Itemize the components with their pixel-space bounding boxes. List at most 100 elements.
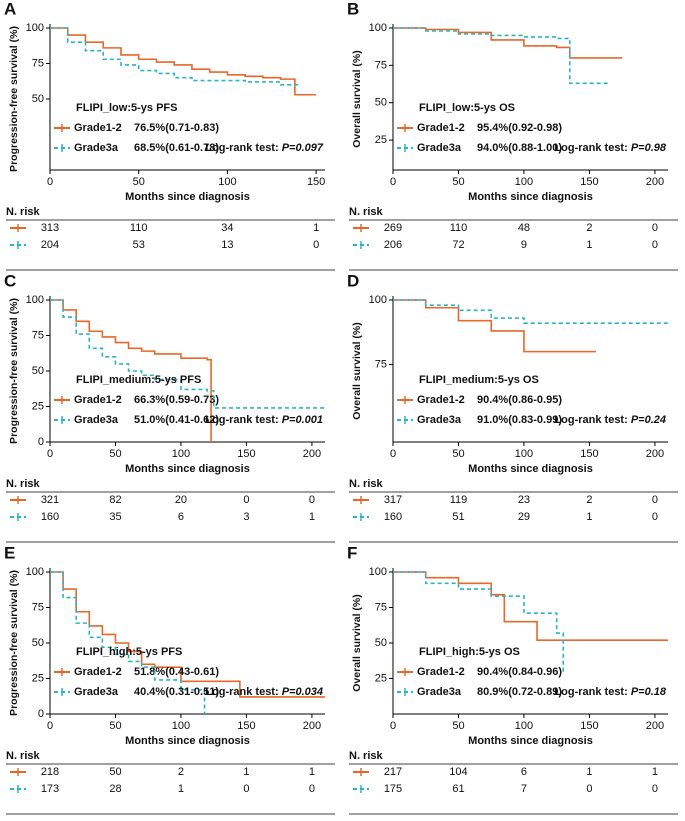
panel-label: E — [4, 543, 15, 562]
survival-curve — [50, 571, 206, 714]
annotation: FLIPI_low:5-ys OS — [419, 102, 515, 114]
x-tick-label: 150 — [580, 720, 598, 732]
risk-count: 3 — [243, 511, 249, 523]
legend-stat: 90.4%(0.84-0.96) — [477, 666, 562, 678]
x-tick-label: 200 — [646, 176, 664, 188]
x-axis-label: Months since diagnosis — [468, 735, 593, 747]
risk-count: 206 — [384, 239, 402, 251]
x-tick-label: 50 — [452, 720, 464, 732]
risk-count: 51 — [452, 511, 464, 523]
y-tick-label: 75 — [32, 601, 44, 613]
legend-name: Grade1-2 — [417, 666, 465, 678]
legend-name: Grade3a — [417, 414, 462, 426]
panel-label: B — [347, 0, 359, 18]
y-tick-label: 0 — [38, 436, 44, 448]
x-axis-label: Months since diagnosis — [468, 191, 593, 203]
risk-count: 2 — [586, 494, 592, 506]
risk-count: 110 — [130, 222, 148, 234]
legend-stat: 91.0%(0.83-0.99) — [477, 414, 562, 426]
x-tick-label: 50 — [109, 448, 121, 460]
x-tick-label: 0 — [390, 448, 396, 460]
x-tick-label: 0 — [390, 720, 396, 732]
y-tick-label: 25 — [32, 672, 44, 684]
legend-stat: 94.0%(0.88-1.00) — [477, 142, 562, 154]
risk-count: 48 — [518, 222, 530, 234]
risk-count: 119 — [450, 494, 468, 506]
y-tick-label: 50 — [32, 637, 44, 649]
x-tick-label: 150 — [580, 176, 598, 188]
risk-count: 7 — [521, 783, 527, 795]
p-value: P=0.034 — [282, 686, 323, 698]
risk-count: 1 — [586, 511, 592, 523]
p-value: P=0.18 — [631, 686, 667, 698]
annotation: FLIPI_medium:5-ys OS — [419, 374, 539, 386]
legend-name: Grade1-2 — [417, 394, 465, 406]
risk-count: 23 — [518, 494, 530, 506]
x-tick-label: 0 — [47, 720, 53, 732]
x-tick-label: 50 — [452, 176, 464, 188]
risk-count: 1 — [652, 766, 658, 778]
survival-curve — [50, 299, 325, 409]
legend-name: Grade1-2 — [74, 394, 122, 406]
annotation: FLIPI_medium:5-ys PFS — [76, 374, 201, 386]
x-tick-label: 0 — [47, 448, 53, 460]
y-tick-label: 0 — [38, 708, 44, 720]
risk-count: 173 — [41, 783, 59, 795]
logrank: Log-rank test: P=0.034 — [205, 686, 323, 698]
x-tick-label: 200 — [303, 448, 321, 460]
risk-count: 160 — [41, 511, 59, 523]
x-tick-label: 50 — [109, 720, 121, 732]
y-tick-label: 50 — [32, 93, 44, 105]
legend-name: Grade1-2 — [74, 666, 122, 678]
y-axis-label: Overall survival (%) — [351, 594, 363, 691]
logrank: Log-rank test: P=0.18 — [554, 686, 666, 698]
annotation: FLIPI_high:5-ys PFS — [76, 646, 182, 658]
annotation: FLIPI_low:5-ys PFS — [76, 102, 177, 114]
risk-count: 29 — [518, 511, 530, 523]
y-tick-label: 25 — [375, 672, 387, 684]
risk-count: 0 — [309, 783, 315, 795]
y-axis-label: Overall survival (%) — [351, 50, 363, 147]
x-tick-label: 100 — [172, 720, 190, 732]
legend-stat: 68.5%(0.61-0.78) — [134, 142, 219, 154]
risk-count: 1 — [309, 766, 315, 778]
survival-curve — [393, 299, 668, 325]
risk-count: 0 — [652, 494, 658, 506]
y-tick-label: 100 — [26, 294, 44, 306]
x-tick-label: 100 — [172, 448, 190, 460]
risk-count: 34 — [221, 222, 233, 234]
y-axis-label: Overall survival (%) — [351, 322, 363, 419]
panel-label: D — [347, 271, 359, 290]
risk-count: 104 — [449, 766, 467, 778]
p-value: P=0.001 — [282, 414, 323, 426]
risk-count: 0 — [652, 239, 658, 251]
risk-count: 6 — [178, 511, 184, 523]
legend-name: Grade3a — [74, 142, 119, 154]
x-tick-label: 100 — [515, 448, 533, 460]
logrank-label: Log-rank test: — [205, 142, 278, 154]
risk-count: 28 — [109, 783, 121, 795]
survival-curve — [393, 27, 610, 85]
x-axis-label: Months since diagnosis — [125, 463, 250, 475]
risk-count: 1 — [178, 783, 184, 795]
x-tick-label: 200 — [646, 720, 664, 732]
risk-count: 13 — [221, 239, 233, 251]
risk-count: 50 — [109, 766, 121, 778]
risk-count: 1 — [586, 766, 592, 778]
logrank: Log-rank test: P=0.001 — [205, 414, 323, 426]
y-axis-label: Progression-free survival (%) — [8, 570, 20, 716]
x-axis-label: Months since diagnosis — [468, 463, 593, 475]
logrank-label: Log-rank test: — [554, 414, 627, 426]
legend-name: Grade3a — [74, 686, 119, 698]
risk-count: 218 — [41, 766, 59, 778]
y-tick-label: 50 — [375, 637, 387, 649]
risk-title: N. risk — [349, 206, 384, 218]
legend-stat: 76.5%(0.71-0.83) — [134, 122, 219, 134]
legend-name: Grade1-2 — [417, 122, 465, 134]
risk-count: 53 — [133, 239, 145, 251]
panel-label: C — [4, 271, 16, 290]
risk-count: 61 — [452, 783, 464, 795]
y-tick-label: 75 — [32, 329, 44, 341]
x-tick-label: 200 — [646, 448, 664, 460]
x-tick-label: 0 — [47, 176, 53, 188]
